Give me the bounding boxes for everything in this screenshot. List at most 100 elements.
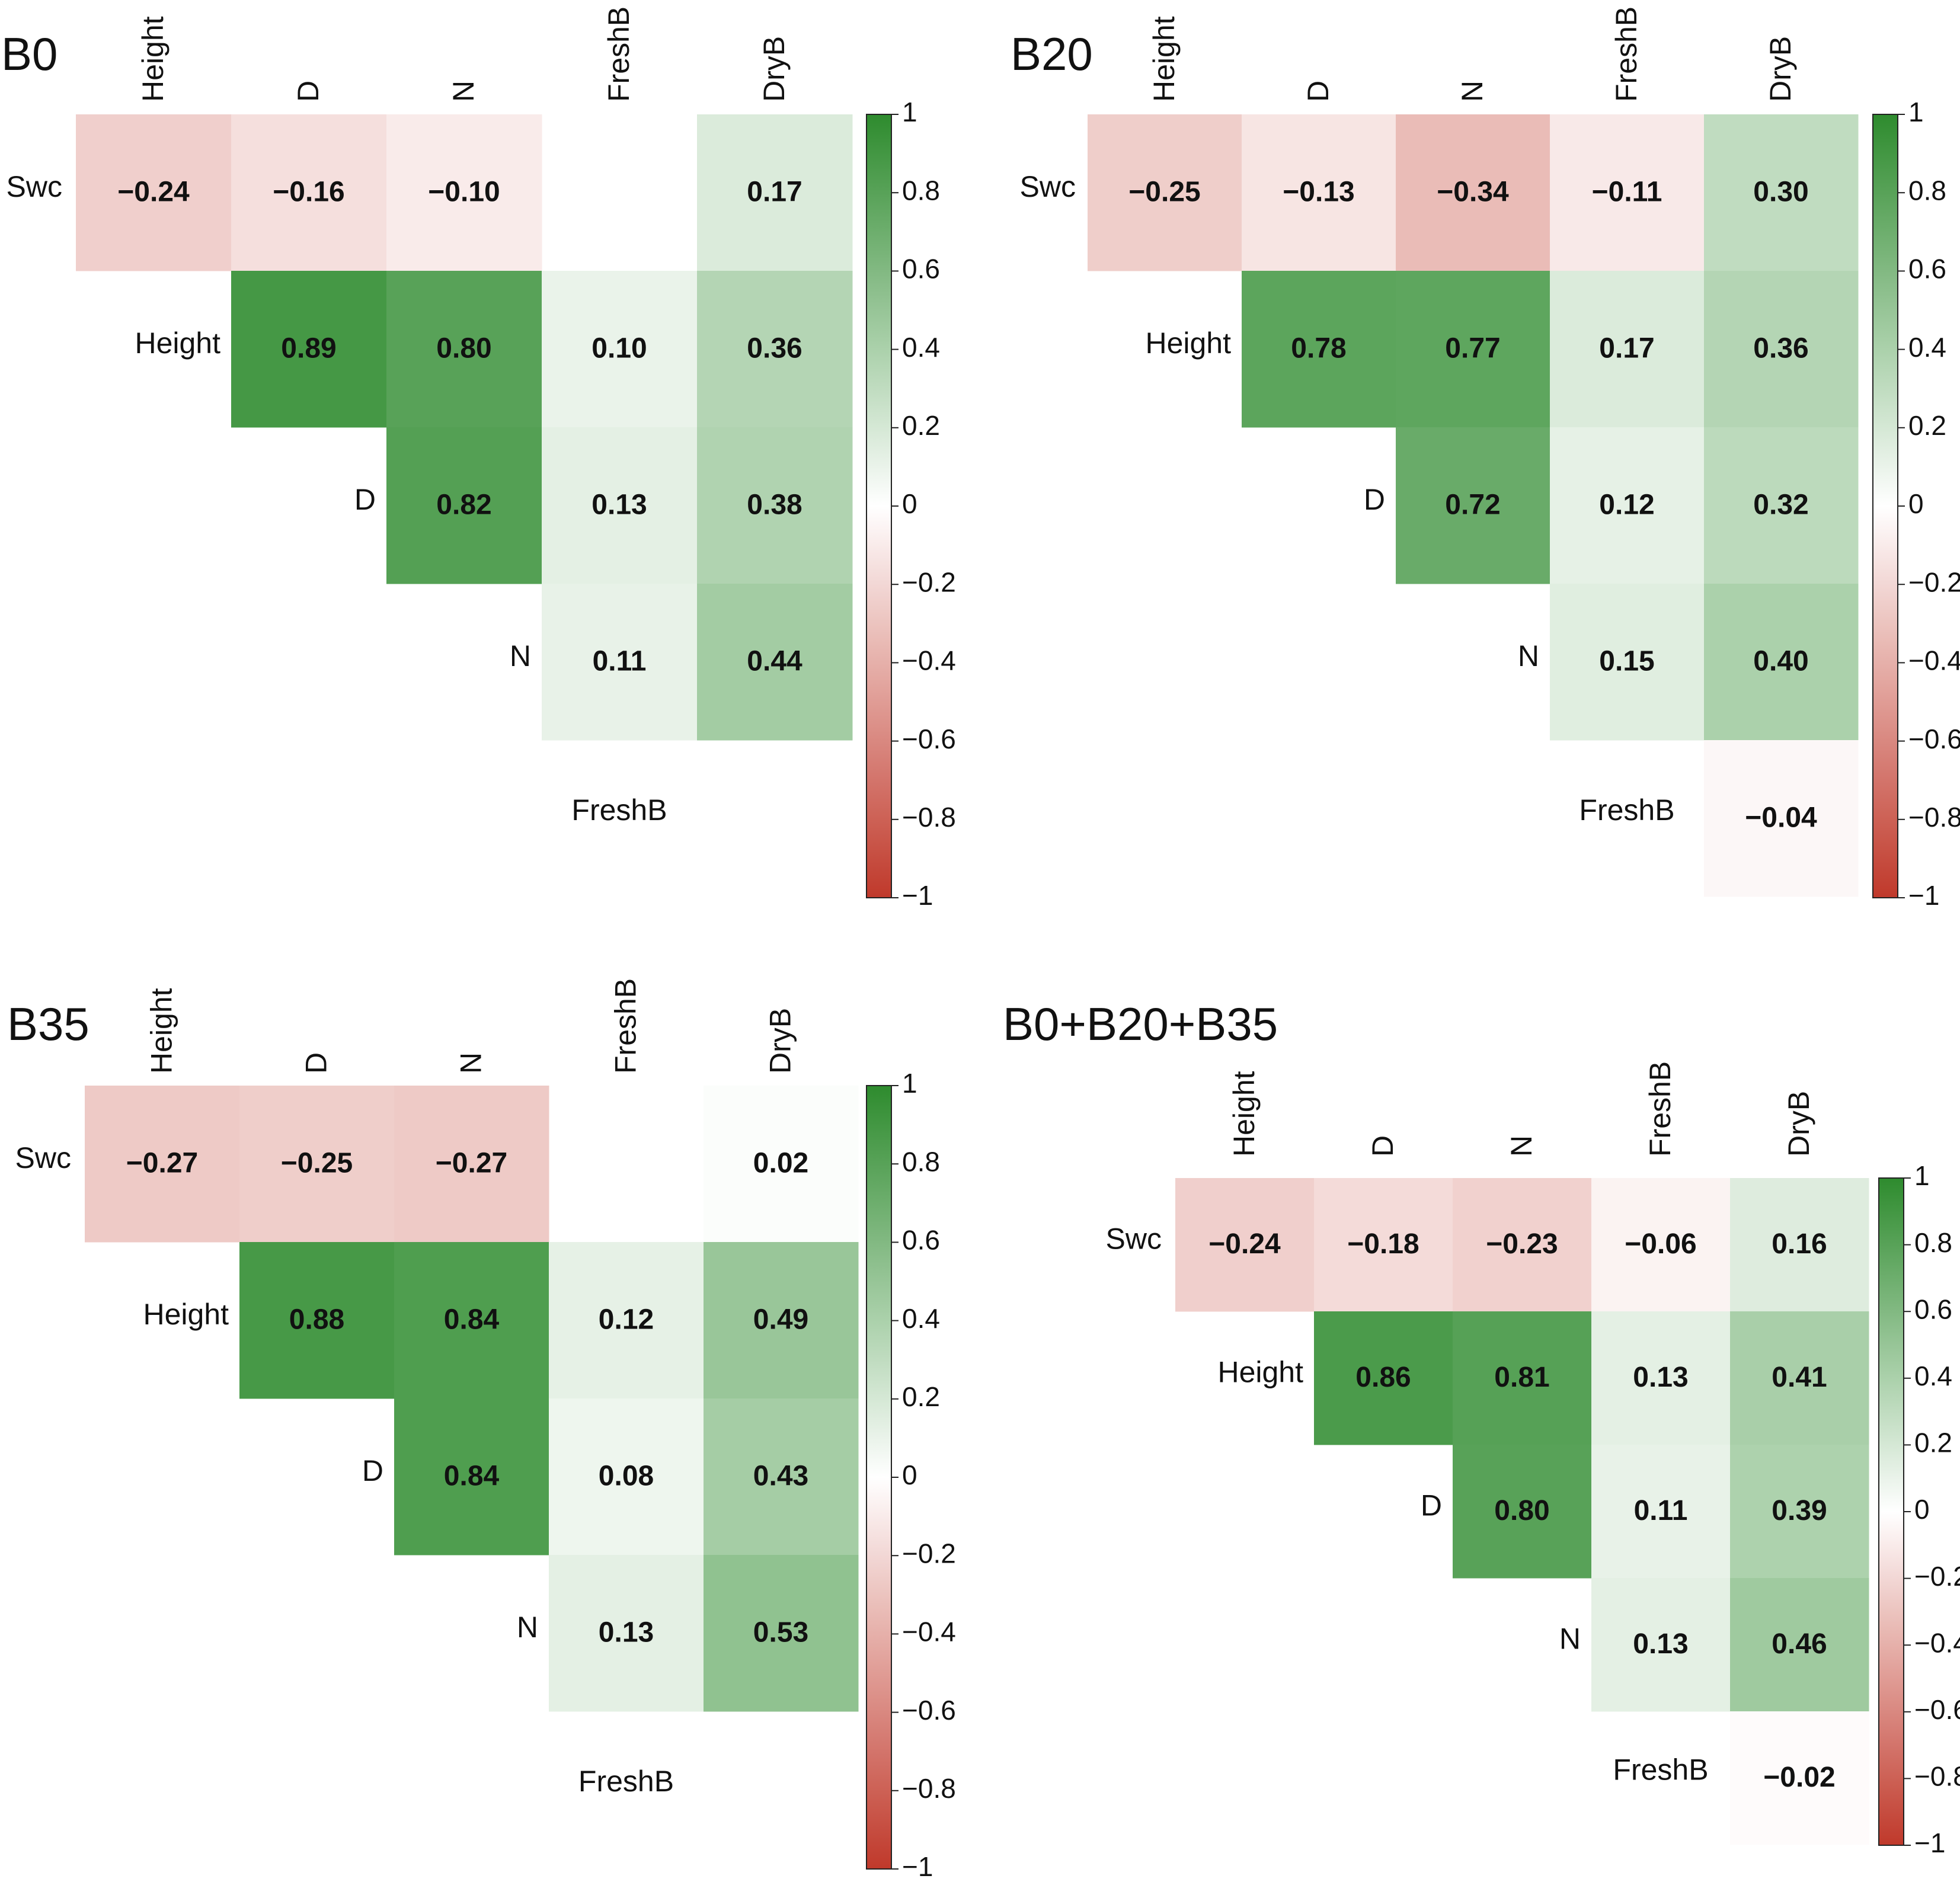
heatmap-cell <box>239 1086 395 1243</box>
heatmap-cell <box>1704 114 1859 271</box>
colorbar: 1 0.8 0.6 0.4 0.2 0 −0.2 −0.4 −0.6 −0.8 −1 <box>1872 97 1960 911</box>
colorbar-gradient <box>866 1085 892 1870</box>
heatmap-cell <box>1704 271 1859 428</box>
column-label: N <box>1505 1135 1538 1157</box>
colorbar-tick-label: 0.4 <box>902 1303 940 1334</box>
colorbar-tick-label: −0.4 <box>1914 1627 1960 1658</box>
heatmap-cell <box>1550 114 1705 271</box>
row-label: D <box>1421 1489 1442 1522</box>
cell-value-label: −0.27 <box>126 1148 198 1179</box>
cell-value-label: −0.18 <box>1347 1228 1419 1260</box>
cell-value-label: 0.13 <box>599 1617 654 1649</box>
colorbar-tick-label: 0.2 <box>1908 410 1946 441</box>
panel-title: B35 <box>7 998 89 1050</box>
heatmap-cell <box>704 1398 859 1555</box>
cell-value-label: 0.02 <box>753 1148 808 1179</box>
heatmap-cell <box>1396 114 1550 271</box>
colorbar-tick-label: 0.6 <box>902 254 940 284</box>
cell-value-label: 0.36 <box>747 333 802 364</box>
colorbar-tick-label: 0.2 <box>902 1381 940 1412</box>
cell-value-label: 0.16 <box>1772 1228 1827 1260</box>
heatmap-cell <box>1704 740 1859 897</box>
colorbar-tick-label: 0.4 <box>1914 1361 1952 1391</box>
cell-value-label: 0.15 <box>1599 646 1654 677</box>
heatmap-cell <box>1730 1311 1869 1445</box>
cell-value-label: −0.23 <box>1486 1228 1558 1260</box>
colorbar: 1 0.8 0.6 0.4 0.2 0 −0.2 −0.4 −0.6 −0.8 −1 <box>866 1068 956 1882</box>
cell-value-label: 0.41 <box>1772 1362 1827 1393</box>
colorbar-tick-label: 0.4 <box>902 332 940 363</box>
panel-2: B35 Height D N FreshB DryB Swc −0.27 −0.25 −0.27 0… <box>7 978 956 1882</box>
row-label: Height <box>1145 327 1231 360</box>
cell-value-label: 0.80 <box>436 333 491 364</box>
cell-value-label: 0.17 <box>1599 333 1654 364</box>
heatmap-cell <box>1242 114 1396 271</box>
row-label: FreshB <box>1613 1753 1708 1787</box>
heatmap-cell <box>1550 584 1705 741</box>
heatmap-cell <box>1453 1445 1592 1579</box>
cell-value-label: 0.38 <box>747 489 802 521</box>
colorbar-tick-label: 0 <box>1908 488 1924 519</box>
heatmap-cell <box>542 271 698 428</box>
row-label: Height <box>1217 1356 1303 1389</box>
heatmap-cell <box>1591 1445 1731 1579</box>
column-label: N <box>447 81 480 102</box>
row-label: D <box>362 1454 383 1487</box>
colorbar-tick-label: 1 <box>902 1068 917 1099</box>
heatmap-cell <box>85 1086 240 1243</box>
heatmap-cell <box>704 1086 859 1243</box>
colorbar-tick-label: 0.6 <box>902 1225 940 1256</box>
column-label: DryB <box>764 1008 797 1074</box>
row-label: N <box>510 639 531 673</box>
row-label: Height <box>135 327 220 360</box>
row-label: Swc <box>7 170 62 203</box>
column-label: DryB <box>1782 1091 1815 1157</box>
cell-value-label: −0.34 <box>1437 177 1509 208</box>
column-label: Height <box>136 16 170 102</box>
cell-value-label: 0.36 <box>1753 333 1808 364</box>
column-label: D <box>1302 81 1335 102</box>
cell-value-label: −0.25 <box>1128 177 1200 208</box>
colorbar-tick-label: 0.8 <box>902 1146 940 1177</box>
heatmap-cell <box>1242 271 1396 428</box>
cell-value-label: 0.39 <box>1772 1495 1827 1526</box>
heatmap-cell <box>542 427 698 584</box>
heatmap-cell <box>1088 114 1242 271</box>
row-label: Swc <box>15 1141 71 1174</box>
colorbar-tick-label: 1 <box>1908 97 1924 127</box>
heatmap-cell <box>1396 271 1550 428</box>
colorbar-tick-label: 0.8 <box>1908 175 1946 206</box>
column-label: N <box>1456 81 1489 102</box>
heatmap-cell <box>697 427 853 584</box>
cell-value-label: 0.10 <box>591 333 647 364</box>
column-label: D <box>1366 1135 1399 1157</box>
colorbar-tick-label: 0.2 <box>1914 1427 1952 1458</box>
row-label: Swc <box>1020 170 1076 203</box>
cell-value-label: 0.82 <box>436 489 491 521</box>
colorbar-tick-label: −0.8 <box>1914 1761 1960 1792</box>
heatmap-cell <box>1396 427 1550 584</box>
cell-value-label: 0.17 <box>747 177 802 208</box>
panel-title: B0+B20+B35 <box>1003 998 1278 1050</box>
heatmap-cell <box>1453 1311 1592 1445</box>
colorbar-tick-label: 1 <box>1914 1160 1930 1191</box>
cell-value-label: 0.49 <box>753 1304 808 1336</box>
cell-value-label: −0.10 <box>428 177 500 208</box>
heatmap-cell <box>239 1242 395 1399</box>
colorbar-tick-label: 0.6 <box>1914 1294 1952 1324</box>
colorbar-tick-label: −0.2 <box>902 566 956 597</box>
cell-value-label: 0.13 <box>1633 1628 1688 1660</box>
cell-value-label: 0.88 <box>289 1304 344 1336</box>
heatmap-cell <box>231 271 387 428</box>
cell-value-label: 0.53 <box>753 1617 808 1649</box>
colorbar-tick-label: −0.8 <box>902 1773 956 1804</box>
row-label: N <box>517 1611 538 1644</box>
heatmap-cell <box>1175 1178 1315 1312</box>
colorbar-tick-label: −0.4 <box>902 645 956 676</box>
colorbar-tick-label: −1 <box>1914 1827 1945 1858</box>
column-label: DryB <box>1764 36 1797 102</box>
colorbar-tick-label: 0.8 <box>1914 1227 1952 1258</box>
colorbar-tick-label: −0.4 <box>1908 645 1960 676</box>
heatmap-cell <box>386 271 542 428</box>
